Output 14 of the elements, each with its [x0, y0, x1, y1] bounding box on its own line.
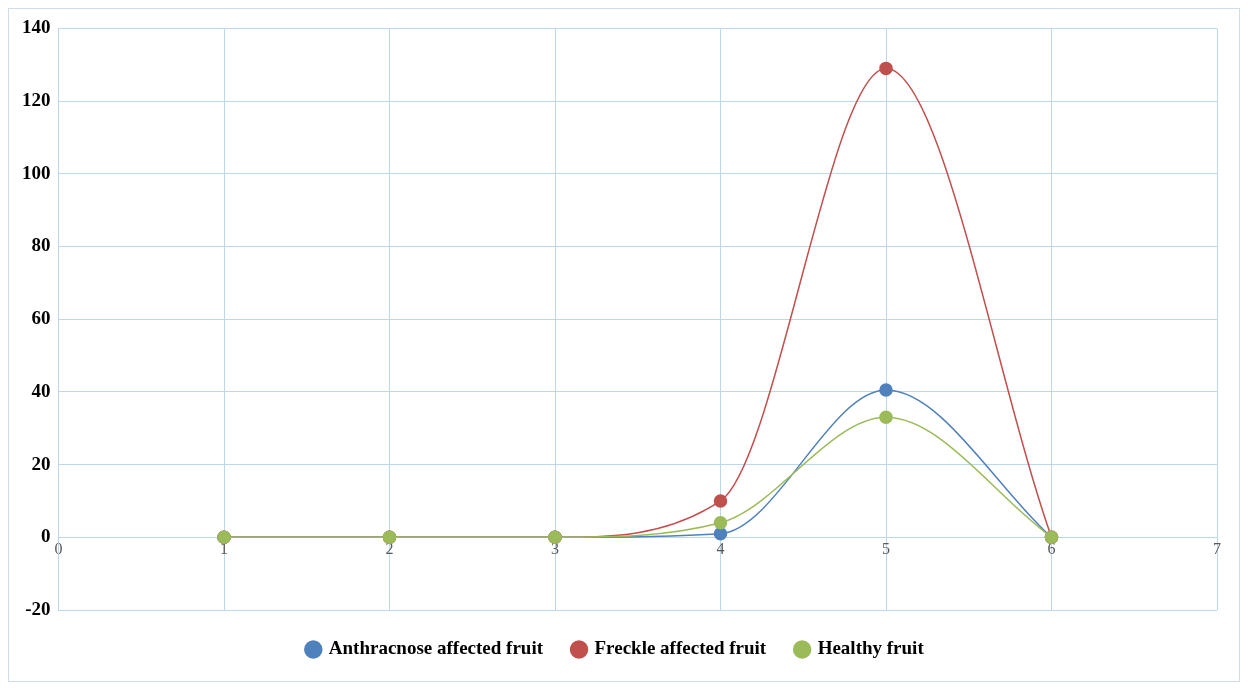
- legend-label: Anthracnose affected fruit: [328, 637, 544, 659]
- y-tick-label: -20: [25, 597, 51, 619]
- x-tick-label: 7: [1213, 540, 1221, 558]
- y-tick-label: 120: [22, 89, 51, 111]
- y-tick-label: 40: [31, 379, 51, 401]
- y-tick-label: 140: [22, 16, 51, 38]
- y-tick-label: 80: [31, 234, 51, 256]
- x-tick-label: 5: [882, 540, 890, 558]
- legend-label: Freckle affected fruit: [594, 637, 767, 659]
- legend-label: Healthy fruit: [817, 637, 925, 659]
- y-tick-label: 100: [22, 161, 51, 183]
- x-tick-label: 4: [716, 540, 725, 558]
- y-tick-label: 60: [31, 307, 51, 329]
- y-tick-label: 20: [31, 452, 51, 474]
